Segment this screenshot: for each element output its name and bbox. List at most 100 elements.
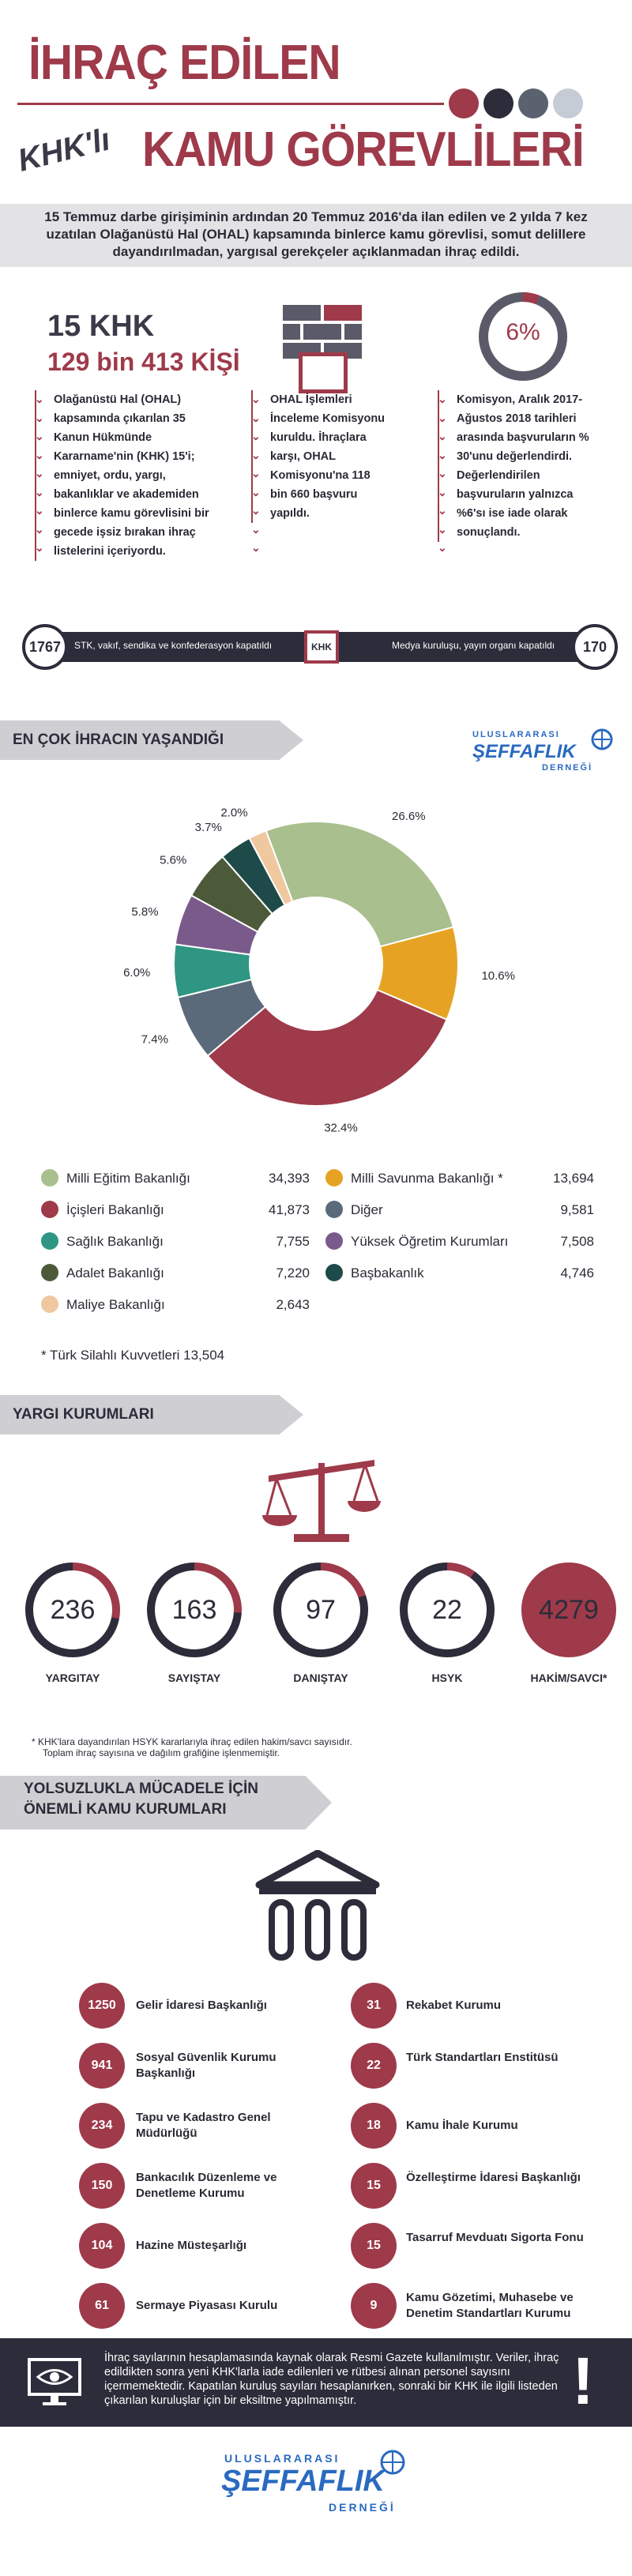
legend-swatch xyxy=(41,1201,58,1218)
scales-of-justice-icon xyxy=(262,1460,381,1542)
legend-label: Adalet Bakanlığı xyxy=(66,1265,164,1280)
khkli-label: KHK'lı xyxy=(14,122,114,179)
section-anticorruption-title1: YOLSUZLUKLA MÜCADELE İÇİN xyxy=(24,1781,258,1797)
judiciary-ring: 163 xyxy=(147,1563,242,1657)
closed-ngo-count: 1767 xyxy=(22,624,68,670)
page-title-line2: KAMU GÖREVLİLERİ xyxy=(142,122,585,177)
pie-slice-label: 32.4% xyxy=(324,1122,358,1135)
stats-col1-text: Olağanüstü Hal (OHAL) kapsamında çıkarıl… xyxy=(54,393,209,558)
chevron-stack-icon: ⌄ ⌄ ⌄ ⌄ ⌄ ⌄ ⌄ ⌄ ⌄ xyxy=(251,393,261,554)
legend-label: Yüksek Öğretim Kurumları xyxy=(351,1234,509,1249)
closed-media-label: Medya kuruluşu, yayın organı kapatıldı xyxy=(392,640,555,651)
institution-name: Özelleştirme İdaresi Başkanlığı xyxy=(406,2171,581,2184)
stats-col3-text: Komisyon, Aralık 2017-Ağustos 2018 tarih… xyxy=(457,393,589,539)
institution-count: 15 xyxy=(351,2163,397,2209)
legend-value: 2,643 xyxy=(276,1297,310,1312)
brick-gap-frame xyxy=(299,352,348,393)
legend-value: 7,508 xyxy=(560,1234,594,1249)
footer-globe-logo-icon xyxy=(380,2450,405,2475)
pie-slice-label: 7.4% xyxy=(141,1033,168,1047)
judiciary-ring-value: 163 xyxy=(155,1570,234,1649)
judiciary-ring-value: 22 xyxy=(408,1570,487,1649)
pie-slice-label: 5.8% xyxy=(131,905,158,919)
section-judiciary-title: YARGI KURUMLARI xyxy=(0,1395,303,1435)
judiciary-ring-label: YARGITAY xyxy=(45,1672,100,1684)
institution-name: Bankacılık Düzenleme ve Denetleme Kurumu xyxy=(136,2171,277,2200)
institution-name: Hazine Müsteşarlığı xyxy=(136,2239,247,2252)
pie-slice-label: 26.6% xyxy=(392,810,426,823)
legend-swatch xyxy=(41,1296,58,1313)
stats-col2-text: OHAL İşlemleri İnceleme Komisyonu kuruld… xyxy=(270,393,386,520)
judiciary-footnote2: Toplam ihraç sayısına ve dağılım grafiği… xyxy=(43,1747,280,1758)
legend-swatch xyxy=(325,1264,343,1281)
institution-count: 1250 xyxy=(79,1983,125,2029)
logo-line2: ŞEFFAFLIK xyxy=(472,741,576,762)
judiciary-ring: 97 xyxy=(273,1563,368,1657)
institution-count: 9 xyxy=(351,2283,397,2329)
institution-count: 104 xyxy=(79,2223,125,2269)
institution-count: 941 xyxy=(79,2043,125,2089)
header-dot-2 xyxy=(483,88,514,118)
legend-value: 41,873 xyxy=(269,1202,310,1217)
judiciary-ring-label: HAKİM/SAVCI* xyxy=(530,1672,608,1684)
pie-slice-label: 5.6% xyxy=(160,853,186,867)
legend-value: 34,393 xyxy=(269,1171,310,1186)
judiciary-ring-label: HSYK xyxy=(431,1672,463,1684)
institution-count: 18 xyxy=(351,2103,397,2149)
section-anticorruption-title2: ÖNEMLİ KAMU KURUMLARI xyxy=(24,1801,227,1818)
pie-slice-label: 6.0% xyxy=(123,966,150,980)
legend-label: Başbakanlık xyxy=(351,1265,424,1280)
footer-logo-line2: ŞEFFAFLIK xyxy=(221,2465,385,2498)
percent-value: 6% xyxy=(506,319,540,345)
header-dot-3 xyxy=(518,88,548,118)
judiciary-ring: 236 xyxy=(25,1563,120,1657)
page-title-line1: İHRAÇ EDİLEN xyxy=(28,36,341,90)
institution-count: 150 xyxy=(79,2163,125,2209)
legend-value: 13,694 xyxy=(553,1171,594,1186)
khk-count: 15 KHK xyxy=(47,310,155,343)
footer-logo-line1: ULUSLARARASI xyxy=(224,2452,340,2465)
footer-band xyxy=(0,2338,632,2427)
stats-col2: ⌄ ⌄ ⌄ ⌄ ⌄ ⌄ ⌄ ⌄ ⌄ OHAL İşlemleri İnceleme Komisy… xyxy=(251,390,386,554)
legend-swatch xyxy=(325,1201,343,1218)
legend-swatch xyxy=(325,1169,343,1186)
institution-name: Kamu Gözetimi, Muhasebe ve Denetim Stand… xyxy=(406,2291,574,2320)
institution-name: Gelir İdaresi Başkanlığı xyxy=(136,1999,267,2012)
institution-name: Rekabet Kurumu xyxy=(406,1999,502,2012)
khk-badge: KHK xyxy=(304,630,339,664)
globe-logo-icon xyxy=(591,728,613,750)
institution-count: 31 xyxy=(351,1983,397,2029)
institution-name: Kamu İhale Kurumu xyxy=(406,2119,518,2132)
institution-name: Tasarruf Mevduatı Sigorta Fonu xyxy=(406,2231,584,2244)
header-dot-1 xyxy=(449,88,479,118)
title-underline xyxy=(17,103,444,105)
legend-swatch xyxy=(325,1232,343,1250)
pie-slice-label: 3.7% xyxy=(195,821,222,834)
institution-count: 61 xyxy=(79,2283,125,2329)
institutions-donut-chart: 26.6% 10.6% 32.4% 7.4% 6.0% 5.8% 5.6% 3.7%2.0% xyxy=(123,807,515,1135)
intro-text: 15 Temmuz darbe girişiminin ardından 20 … xyxy=(44,209,588,259)
institution-name: Tapu ve Kadastro Genel Müdürlüğü xyxy=(136,2111,271,2140)
institution-count: 15 xyxy=(351,2223,397,2269)
institution-count: 22 xyxy=(351,2043,397,2089)
judiciary-ring-label: SAYIŞTAY xyxy=(167,1672,221,1684)
pie-slice xyxy=(265,821,455,948)
exclamation-icon: ! xyxy=(572,2344,594,2418)
judiciary-ring-value: 236 xyxy=(33,1570,112,1649)
footer-logo-line3: DERNEĞİ xyxy=(329,2501,396,2514)
stats-col1: ⌄ ⌄ ⌄ ⌄ ⌄ ⌄ ⌄ ⌄ ⌄ Olağanüstü Hal (OHAL) kapsamın… xyxy=(35,390,221,561)
stats-col3: ⌄ ⌄ ⌄ ⌄ ⌄ ⌄ ⌄ ⌄ ⌄ Komisyon, Aralık 2017-Ağustos … xyxy=(438,390,596,554)
chevron-stack-icon: ⌄ ⌄ ⌄ ⌄ ⌄ ⌄ ⌄ ⌄ ⌄ xyxy=(438,393,447,554)
legend-value: 9,581 xyxy=(560,1202,594,1217)
people-count: 129 bin 413 KİŞİ xyxy=(47,348,240,376)
closed-media-count: 170 xyxy=(572,624,618,670)
logo-line1: ULUSLARARASI xyxy=(472,730,560,739)
footer-note: İhraç sayılarının hesaplamasında kaynak … xyxy=(104,2352,559,2407)
monitor-eye-icon xyxy=(28,2358,81,2405)
chart-footnote: * Türk Silahlı Kuvvetleri 13,504 xyxy=(41,1348,225,1363)
legend-label: Maliye Bakanlığı xyxy=(66,1297,165,1312)
judiciary-ring: 4279 xyxy=(521,1563,616,1657)
section-institutions-title: EN ÇOK İHRACIN YAŞANDIĞI KURUMLAR xyxy=(0,720,303,760)
legend-swatch xyxy=(41,1232,58,1250)
header-dot-4 xyxy=(553,88,583,118)
